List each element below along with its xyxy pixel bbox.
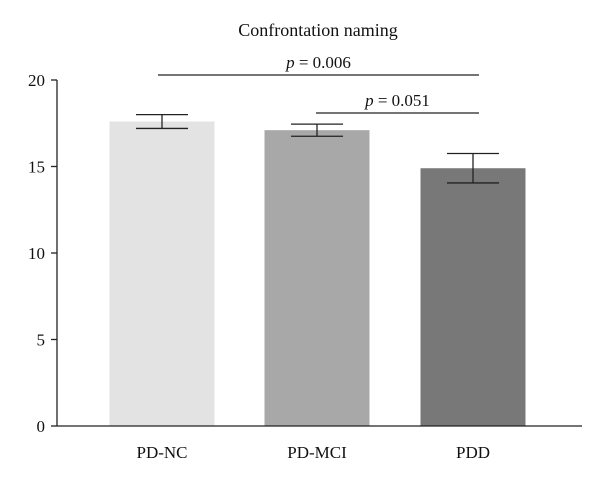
y-tick-label: 20: [28, 71, 45, 90]
p-value-label: p = 0.006: [285, 53, 351, 72]
bar-pd-nc: [109, 121, 215, 427]
y-axis: 0 5 10 15 20: [28, 71, 58, 436]
error-bars-group: [136, 113, 499, 184]
x-tick-label: PD-NC: [136, 443, 187, 462]
significance-bracket: p = 0.051: [316, 91, 479, 114]
p-value-label: p = 0.051: [364, 91, 430, 110]
y-tick-label: 15: [28, 158, 45, 177]
chart-title: Confrontation naming: [238, 20, 397, 40]
bar-pdd: [420, 168, 526, 427]
y-tick-label: 5: [37, 331, 46, 350]
bar-pd-mci: [264, 130, 370, 427]
error-bar-pd-mci: [291, 123, 343, 137]
x-tick-label: PDD: [456, 443, 490, 462]
x-axis: PD-NC PD-MCI PDD: [57, 425, 582, 462]
significance-bracket: p = 0.006: [158, 53, 479, 76]
error-bar-pd-nc: [136, 113, 188, 130]
y-tick-label: 0: [37, 417, 46, 436]
bars-group: [109, 121, 526, 427]
significance-annotations: p = 0.006 p = 0.051: [158, 53, 479, 114]
x-tick-label: PD-MCI: [287, 443, 347, 462]
error-bar-pdd: [447, 152, 499, 184]
y-tick-label: 10: [28, 244, 45, 263]
